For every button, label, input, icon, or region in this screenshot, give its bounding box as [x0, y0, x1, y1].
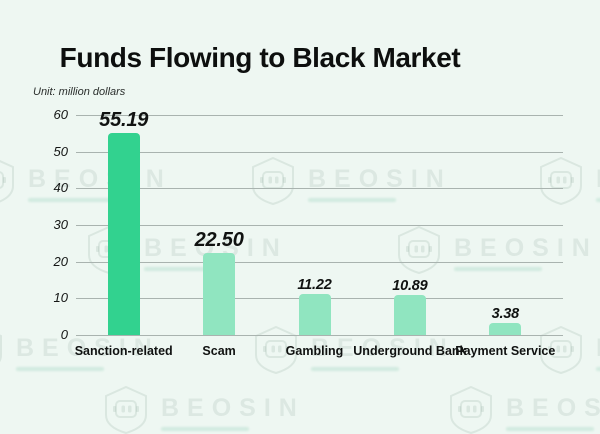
bar-chart: 0 10 20 30 40 50 60 55.19 Sanction-related 22.50 S… — [53, 107, 563, 358]
category-label: Gambling — [285, 344, 344, 358]
category-label: Sanction-related — [74, 344, 173, 358]
y-tick-label: 0 — [60, 327, 68, 342]
category-label: Scam — [202, 344, 236, 358]
bar-value-label: 11.22 — [297, 276, 332, 293]
bar-scam — [203, 252, 236, 335]
unit-label: Unit: million dollars — [33, 86, 126, 98]
watermark-tagline-bar — [161, 427, 249, 431]
bar-value-label: 22.50 — [194, 228, 244, 251]
y-tick-label: 50 — [53, 143, 68, 159]
bar-value-label: 55.19 — [99, 108, 149, 131]
y-tick-label: 60 — [53, 107, 68, 122]
y-tick-label: 40 — [53, 180, 68, 196]
gridline — [76, 335, 563, 336]
bar-value-label: 10.89 — [392, 278, 428, 295]
gridline — [76, 151, 563, 153]
gridline — [76, 188, 563, 190]
bar-underground-bank — [393, 295, 426, 335]
bar-gambling — [298, 293, 331, 335]
chart-stage: BEOSIN BEOSIN BEOSIN BEOSIN BEOSIN BEOSIN BEOS… — [0, 42, 600, 434]
bar-sanction-related — [107, 132, 140, 335]
y-tick-label: 30 — [53, 217, 68, 232]
watermark-tagline-bar — [506, 427, 594, 431]
gridline — [76, 261, 563, 263]
category-label: Payment Service — [455, 344, 556, 358]
chart-title: Funds Flowing to Black Market — [59, 42, 461, 73]
y-tick-label: 20 — [53, 253, 68, 269]
bar-value-label: 3.38 — [491, 305, 520, 322]
bar-payment-service — [489, 322, 522, 335]
category-label: Underground Bank — [353, 344, 467, 358]
gridline — [76, 225, 563, 226]
gridline — [76, 115, 563, 116]
y-tick-label: 10 — [53, 290, 68, 306]
